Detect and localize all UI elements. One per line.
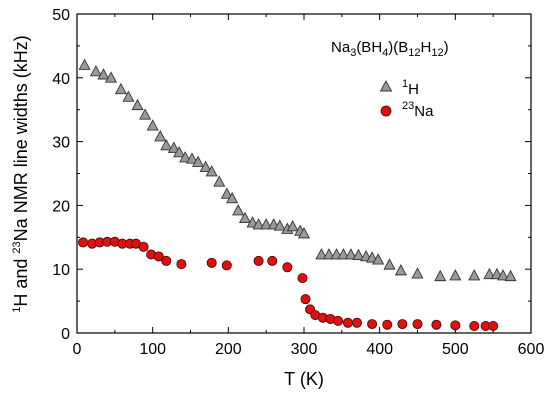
point-23na	[488, 320, 499, 331]
point-1h	[344, 248, 357, 260]
data-points	[78, 58, 517, 331]
point-23na	[282, 262, 293, 273]
point-1h	[297, 227, 311, 239]
y-tick-label: 50	[52, 7, 70, 24]
point-1h	[449, 269, 462, 281]
y-tick-label: 30	[52, 135, 70, 152]
point-1h	[434, 269, 447, 282]
point-1h	[411, 267, 424, 279]
point-1h	[226, 191, 239, 204]
point-1h	[131, 98, 144, 111]
point-1h	[114, 82, 127, 95]
point-1h	[205, 165, 218, 177]
x-axis-title: T (K)	[284, 369, 324, 389]
legend-label-23na: 23Na	[402, 100, 434, 120]
point-1h	[89, 64, 102, 77]
point-1h	[468, 269, 481, 281]
legend-marker-23na	[380, 105, 392, 117]
point-23na	[161, 255, 172, 266]
y-axis-title-sup1: 1	[11, 307, 23, 313]
point-1h	[260, 218, 273, 230]
point-23na	[297, 273, 308, 284]
y-tick-label: 40	[52, 71, 70, 88]
point-1h	[160, 138, 173, 151]
point-1h	[322, 248, 336, 260]
point-23na	[221, 260, 232, 271]
x-tick-label: 600	[518, 341, 545, 358]
y-tick-label: 10	[52, 262, 70, 279]
tick-labels: 0 100 200 300 400 500 600 0 10 20 30 40 50	[52, 7, 544, 358]
point-23na	[267, 255, 278, 266]
point-1h	[122, 90, 135, 102]
point-23na	[333, 315, 344, 326]
point-23na	[300, 294, 311, 305]
compound-annotation: Na3(BH4)(B12H12)	[331, 39, 449, 59]
x-tick-label: 0	[73, 341, 82, 358]
y-axis-title-sup2: 23	[11, 241, 23, 253]
point-1h	[179, 151, 192, 163]
point-1h	[232, 204, 245, 216]
point-1h	[372, 253, 385, 265]
point-1h	[383, 258, 396, 270]
point-1h	[139, 108, 152, 120]
point-1h	[483, 267, 496, 280]
point-1h	[167, 141, 180, 153]
point-1h	[154, 130, 167, 142]
x-tick-label: 100	[139, 341, 166, 358]
point-1h	[504, 269, 517, 282]
plot-frame	[76, 13, 532, 334]
point-1h	[394, 264, 407, 276]
point-23na	[469, 320, 480, 331]
point-23na	[351, 317, 362, 328]
legend-label-1h: 1H	[402, 78, 419, 98]
point-23na	[342, 317, 353, 328]
point-1h	[97, 68, 110, 80]
point-1h	[315, 248, 328, 260]
point-23na	[78, 237, 89, 248]
point-1h	[337, 248, 350, 260]
y-tick-label: 20	[52, 198, 70, 215]
point-23na	[397, 319, 408, 330]
point-23na	[367, 319, 378, 330]
x-tick-label: 200	[215, 341, 242, 358]
point-23na	[412, 319, 423, 330]
point-1h	[238, 211, 252, 224]
point-1h	[146, 119, 159, 131]
point-23na	[431, 319, 442, 330]
y-axis-title-part2: Na NMR line widths (kHz)	[11, 35, 31, 241]
x-tick-label: 300	[291, 341, 318, 358]
legend-marker-1h	[379, 80, 393, 92]
legend: 1H 23Na	[379, 78, 434, 120]
point-23na	[138, 241, 149, 252]
point-1h	[78, 58, 91, 70]
point-1h	[220, 187, 233, 199]
point-1h	[252, 218, 265, 230]
x-tick-label: 400	[366, 341, 393, 358]
y-axis-title: 1H and 23Na NMR line widths (kHz)	[11, 35, 31, 312]
point-23na	[206, 257, 217, 268]
y-tick-label: 0	[61, 326, 70, 343]
point-23na	[176, 259, 187, 270]
point-1h	[173, 145, 186, 158]
point-1h	[286, 220, 299, 232]
point-23na	[253, 255, 264, 266]
point-1h	[352, 248, 365, 261]
point-23na	[382, 319, 393, 330]
point-1h	[192, 155, 205, 167]
point-23na	[153, 251, 164, 262]
point-1h	[273, 219, 286, 231]
y-axis-title-part1: H and	[11, 254, 31, 307]
point-1h	[185, 152, 199, 164]
point-23na	[450, 320, 461, 331]
point-1h	[496, 269, 510, 281]
point-1h	[104, 71, 118, 83]
x-tick-label: 500	[442, 341, 469, 358]
point-1h	[213, 175, 226, 187]
tick-marks	[76, 13, 532, 334]
point-1h	[199, 160, 212, 172]
